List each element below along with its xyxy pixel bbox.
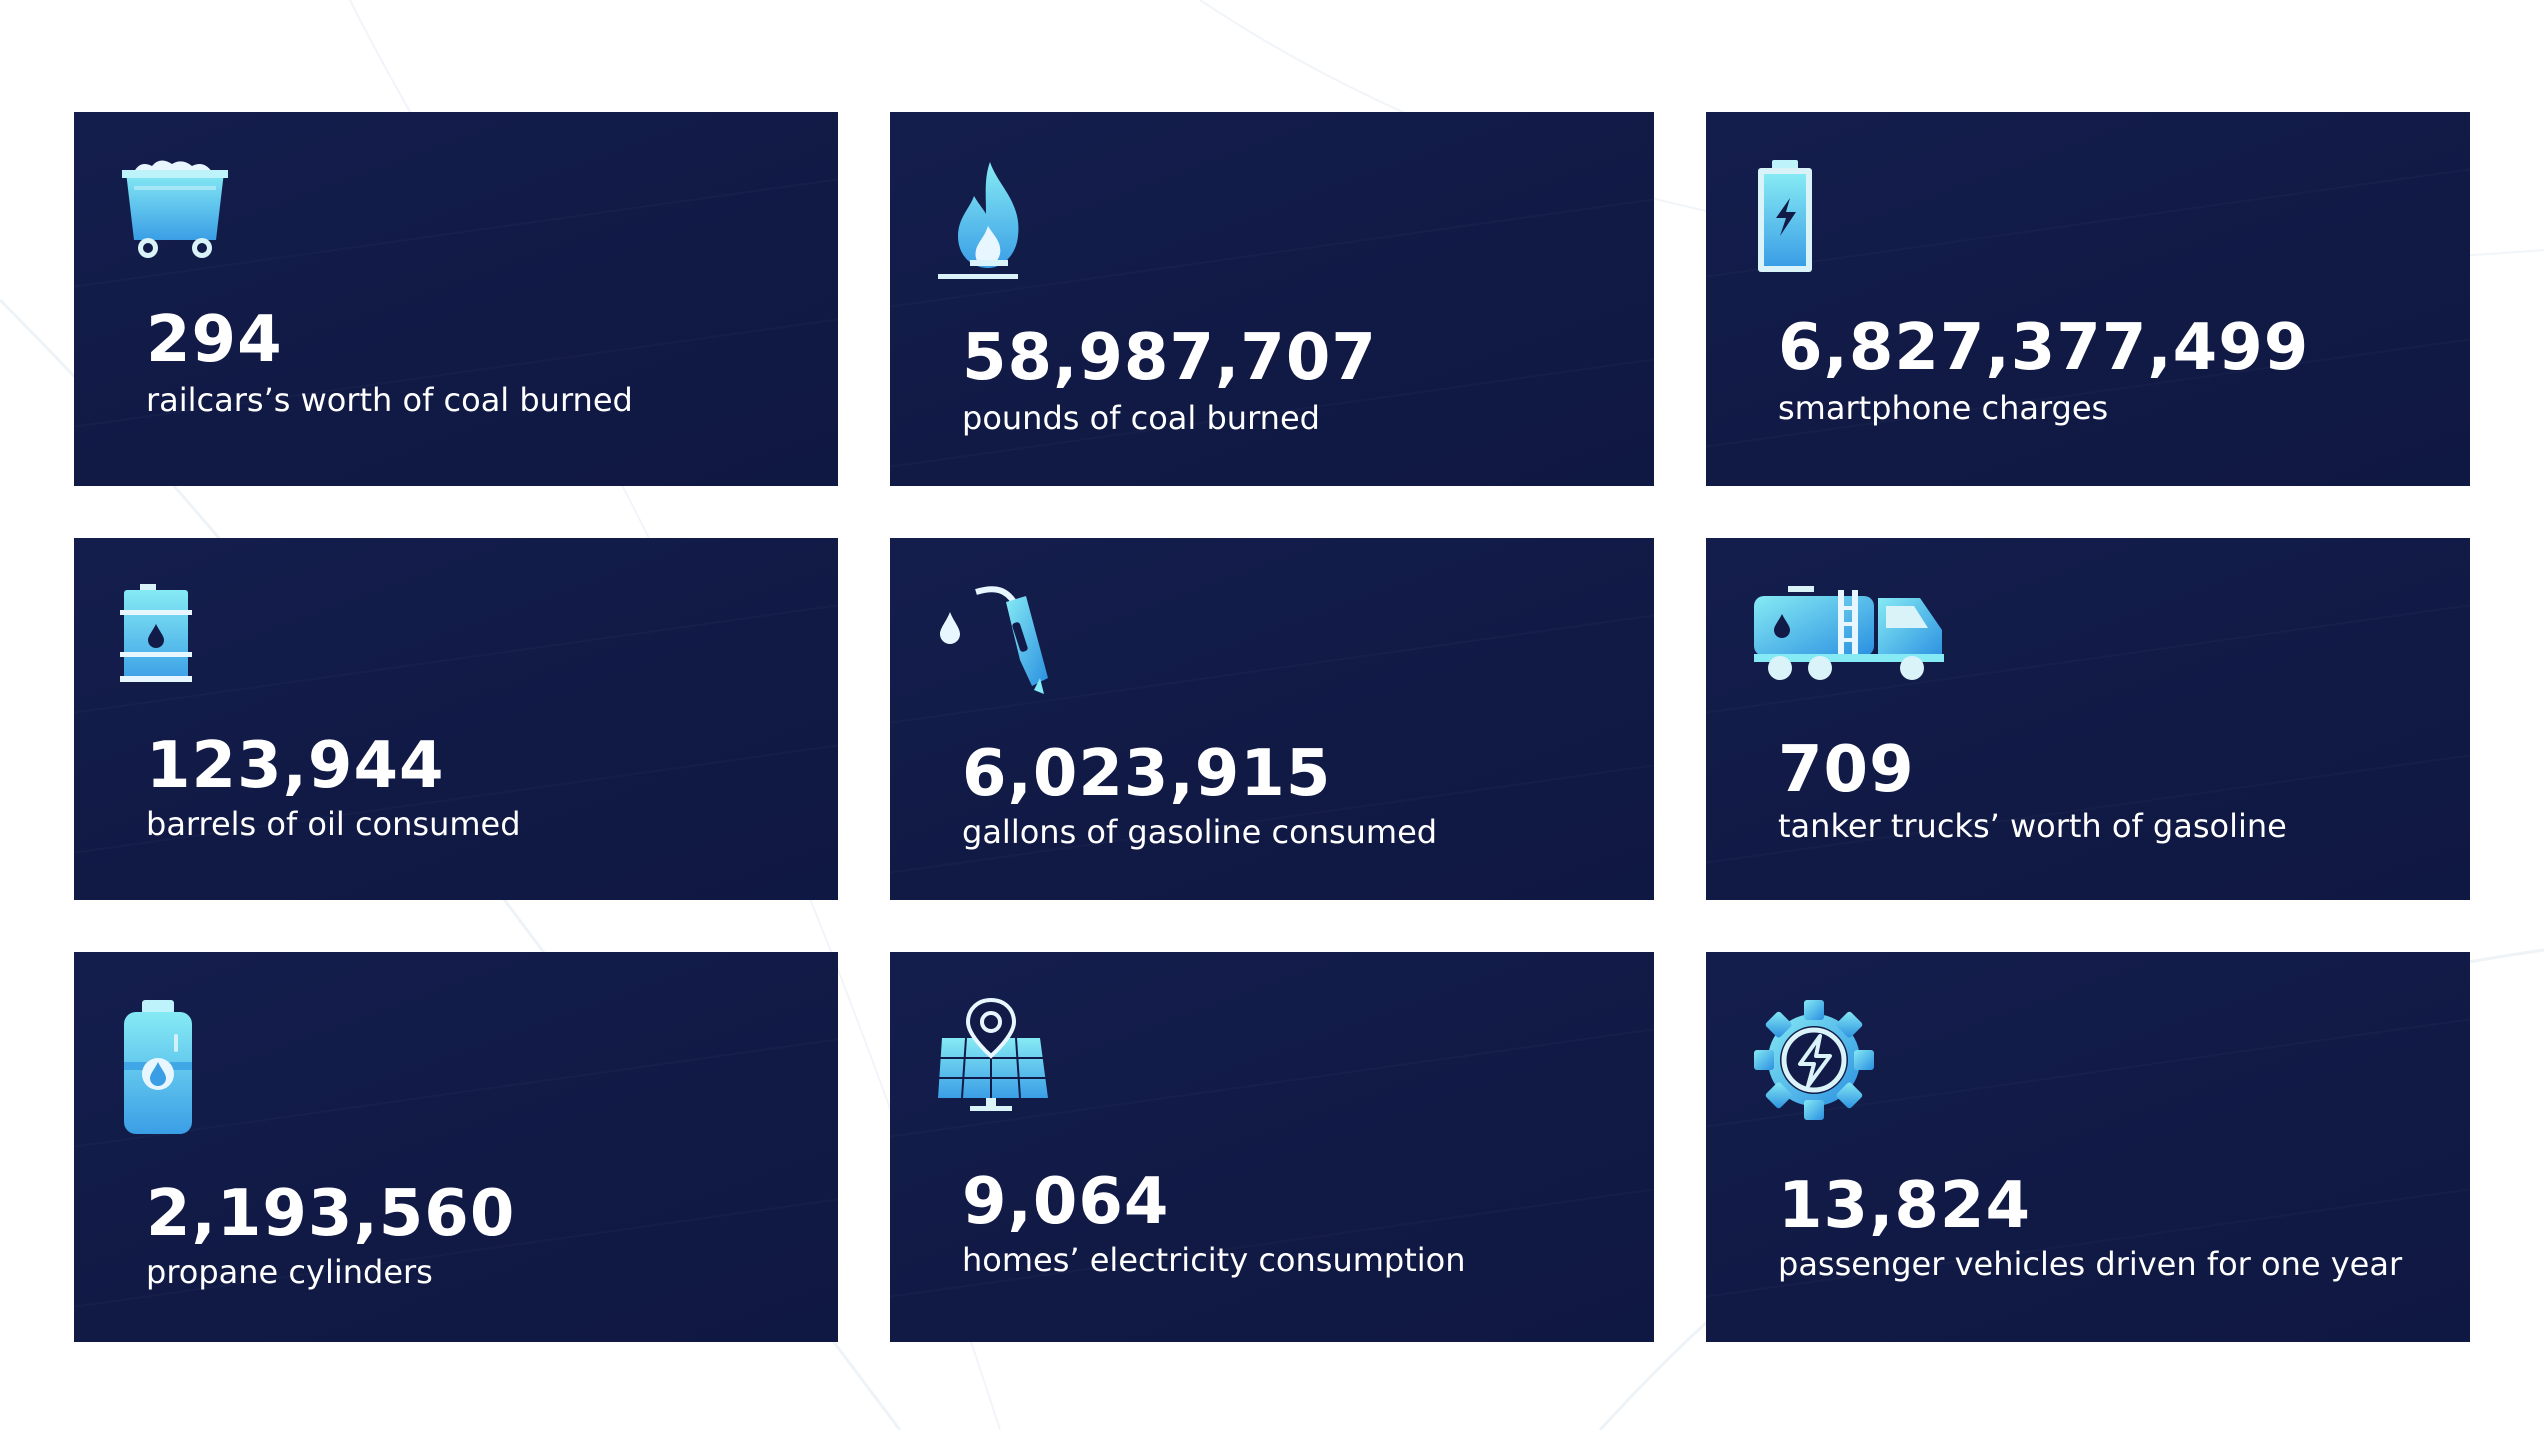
stats-grid: 294 railcars’s worth of coal burned 58,9… <box>74 112 2470 1342</box>
stat-label: smartphone charges <box>1778 389 2109 427</box>
stat-value: 6,023,915 <box>962 737 1332 811</box>
battery-icon <box>1752 156 1882 286</box>
stat-label: homes’ electricity consumption <box>962 1241 1466 1279</box>
stat-label: propane cylinders <box>146 1253 433 1291</box>
stat-value: 294 <box>146 303 283 377</box>
propane-cylinder-icon <box>120 998 250 1134</box>
oil-barrel-icon <box>120 584 250 714</box>
solar-panel-location-icon <box>936 998 1056 1128</box>
stat-card-railcars: 294 railcars’s worth of coal burned <box>74 112 838 486</box>
stat-value: 6,827,377,499 <box>1778 311 2310 385</box>
stat-value: 123,944 <box>146 729 445 803</box>
stat-card-vehicles: 13,824 passenger vehicles driven for one… <box>1706 952 2470 1342</box>
stat-card-gasoline: 6,023,915 gallons of gasoline consumed <box>890 538 1654 900</box>
stat-label: passenger vehicles driven for one year <box>1778 1245 2403 1283</box>
stat-label: pounds of coal burned <box>962 399 1320 437</box>
stat-label: gallons of gasoline consumed <box>962 813 1438 851</box>
gear-lightning-icon <box>1752 998 1882 1128</box>
stat-card-coal-pounds: 58,987,707 pounds of coal burned <box>890 112 1654 486</box>
stat-card-smartphone: 6,827,377,499 smartphone charges <box>1706 112 2470 486</box>
coal-cart-icon <box>120 156 250 286</box>
fuel-nozzle-icon <box>936 582 1066 712</box>
flame-icon <box>936 156 1066 286</box>
stat-label: barrels of oil consumed <box>146 805 521 843</box>
stat-value: 709 <box>1778 733 1915 807</box>
stat-label: railcars’s worth of coal burned <box>146 381 633 419</box>
stat-card-tanker-trucks: 709 tanker trucks’ worth of gasoline <box>1706 538 2470 900</box>
tanker-truck-icon <box>1752 584 1952 714</box>
stat-label: tanker trucks’ worth of gasoline <box>1778 807 2287 845</box>
stat-card-homes: 9,064 homes’ electricity consumption <box>890 952 1654 1342</box>
stat-value: 13,824 <box>1778 1169 2031 1243</box>
stat-value: 58,987,707 <box>962 321 1377 395</box>
stat-card-propane: 2,193,560 propane cylinders <box>74 952 838 1342</box>
stat-card-oil-barrels: 123,944 barrels of oil consumed <box>74 538 838 900</box>
stat-value: 2,193,560 <box>146 1177 516 1251</box>
stat-value: 9,064 <box>962 1165 1170 1239</box>
